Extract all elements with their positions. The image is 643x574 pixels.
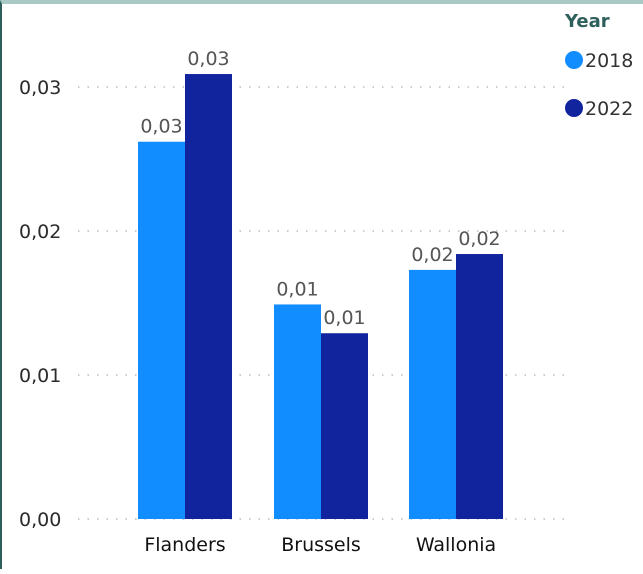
bar-2018-flanders[interactable] <box>138 141 185 519</box>
y-tick-label: 0,00 <box>19 509 61 531</box>
y-tick-label: 0,01 <box>19 365 61 387</box>
data-label: 0,02 <box>411 244 453 266</box>
data-label: 0,03 <box>140 116 182 138</box>
data-label: 0,01 <box>276 278 318 300</box>
legend-label-2022[interactable]: 2022 <box>585 98 633 120</box>
legend-marker-2022[interactable] <box>565 99 583 117</box>
x-category-label: Wallonia <box>416 534 496 556</box>
data-label: 0,02 <box>458 228 500 250</box>
bar-2022-brussels[interactable] <box>321 333 368 519</box>
bar-2022-flanders[interactable] <box>185 74 232 519</box>
legend-label-2018[interactable]: 2018 <box>585 50 633 72</box>
legend-marker-2018[interactable] <box>565 51 583 69</box>
y-tick-label: 0,03 <box>19 77 61 99</box>
legend-title: Year <box>564 11 610 32</box>
bar-chart: 0,000,010,020,030,030,03Flanders0,010,01… <box>19 11 633 556</box>
x-category-label: Flanders <box>144 534 225 556</box>
bar-2018-wallonia[interactable] <box>409 269 456 519</box>
data-label: 0,01 <box>323 307 365 329</box>
bar-2018-brussels[interactable] <box>274 304 321 519</box>
data-label: 0,03 <box>187 48 229 70</box>
y-tick-label: 0,02 <box>19 221 61 243</box>
x-category-label: Brussels <box>281 534 361 556</box>
bar-2022-wallonia[interactable] <box>456 254 503 520</box>
